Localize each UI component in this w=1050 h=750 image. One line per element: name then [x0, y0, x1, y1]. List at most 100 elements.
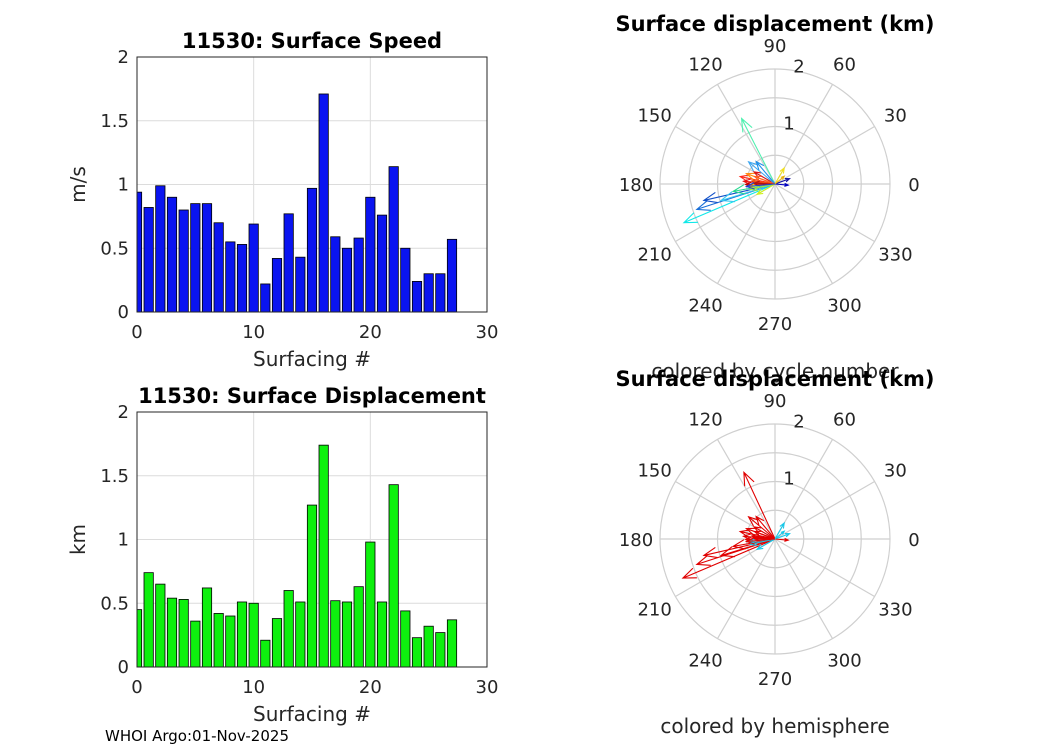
bar	[330, 236, 341, 313]
bar	[423, 625, 434, 668]
y-tick-label: 2	[118, 402, 129, 423]
angle-label: 330	[878, 245, 912, 266]
bar	[143, 207, 154, 313]
displacement-vector	[752, 171, 776, 185]
angle-label: 120	[688, 410, 722, 431]
displacement-vector	[744, 182, 776, 190]
displacement-vector	[774, 532, 791, 540]
angle-label: 30	[884, 106, 907, 127]
bar	[388, 484, 399, 668]
polar-caption: colored by cycle number	[651, 359, 899, 383]
spoke-gridline	[716, 439, 776, 540]
x-axis-label: Surfacing #	[253, 347, 371, 371]
bar	[435, 632, 446, 668]
bar	[260, 639, 271, 668]
angle-label: 240	[688, 295, 722, 316]
bar	[283, 213, 294, 313]
bar	[318, 444, 329, 668]
bar	[213, 222, 224, 313]
displacement-vector	[774, 530, 786, 540]
radius-tick-label: 2	[793, 412, 804, 433]
bar	[236, 601, 248, 668]
spoke-gridline	[716, 538, 776, 639]
spoke-gridline	[774, 183, 875, 243]
bar	[213, 613, 224, 668]
x-tick-label: 20	[359, 677, 382, 698]
angle-label: 300	[827, 295, 861, 316]
spoke-gridline	[774, 538, 875, 598]
angle-label: 330	[878, 600, 912, 621]
bar	[365, 541, 376, 668]
displacement-vector	[774, 521, 785, 540]
bar	[190, 620, 201, 668]
bar	[376, 601, 388, 668]
bar	[446, 238, 458, 313]
x-tick-label: 10	[242, 322, 265, 343]
polar-caption: colored by hemisphere	[660, 714, 889, 738]
plot-frame	[136, 411, 488, 668]
bar	[423, 273, 434, 313]
spoke-gridline	[774, 125, 875, 185]
displacement-vector	[743, 470, 776, 540]
bar	[155, 583, 166, 668]
radius-tick-label: 1	[783, 468, 794, 489]
bar	[388, 166, 399, 313]
x-tick-label: 30	[476, 322, 499, 343]
displacement-vector	[774, 175, 786, 185]
radius-tick-label: 1	[783, 113, 794, 134]
angle-label: 120	[688, 55, 722, 76]
y-tick-label: 0.5	[100, 593, 129, 614]
displacement-vector	[774, 166, 785, 185]
angle-label: 60	[833, 410, 856, 431]
bar	[283, 590, 294, 668]
displacement-vector	[719, 538, 776, 558]
polar-title: Surface displacement (km)	[615, 367, 934, 391]
y-axis-label: km	[66, 524, 90, 555]
spoke-gridline	[716, 183, 776, 284]
spoke-gridline	[716, 84, 776, 185]
bar	[295, 256, 306, 313]
bar	[411, 637, 423, 668]
bar	[136, 191, 143, 313]
angle-label: 180	[619, 175, 653, 196]
angle-label: 60	[833, 55, 856, 76]
polar-displacement-by-hemisphere: 0 30 60 90 120 150 180 210 240 270 300 330 1 2 Surface…	[615, 367, 934, 738]
surface-speed-bar-chart: 0 10 20 30 0 0.5 1 1.5 2 11530: Surface Speed Surf…	[66, 29, 498, 371]
bar	[376, 214, 388, 313]
bar	[201, 587, 213, 668]
bar	[330, 600, 341, 668]
displacement-vector	[755, 515, 776, 540]
x-tick-label: 0	[131, 322, 142, 343]
chart-title: 11530: Surface Speed	[182, 29, 442, 53]
y-tick-label: 0.5	[100, 238, 129, 259]
footer-label: WHOI Argo:01-Nov-2025	[105, 727, 289, 745]
bar	[353, 586, 364, 668]
y-tick-label: 0	[118, 302, 129, 323]
bar	[271, 258, 283, 313]
polar-title: Surface displacement (km)	[615, 12, 934, 36]
y-tick-label: 1.5	[100, 111, 129, 132]
displacement-vector	[774, 537, 790, 542]
y-tick-label: 0	[118, 657, 129, 678]
bar	[318, 93, 329, 313]
bar	[248, 602, 259, 668]
angle-label: 150	[637, 461, 671, 482]
angle-label: 180	[619, 530, 653, 551]
angle-label: 0	[908, 530, 919, 551]
bar	[166, 196, 178, 313]
bar	[178, 209, 189, 313]
y-tick-label: 2	[118, 47, 129, 68]
displacement-vector	[747, 160, 776, 185]
bar	[365, 196, 376, 313]
bar	[225, 241, 236, 313]
bar	[400, 247, 411, 313]
spoke-gridline	[774, 480, 875, 540]
bar	[260, 283, 271, 313]
y-axis-label: m/s	[66, 166, 90, 203]
bar	[166, 597, 178, 668]
plot-frame	[136, 56, 488, 313]
bar	[178, 599, 189, 668]
bar	[400, 610, 411, 668]
displacement-vector	[755, 160, 776, 185]
bar	[248, 223, 259, 313]
